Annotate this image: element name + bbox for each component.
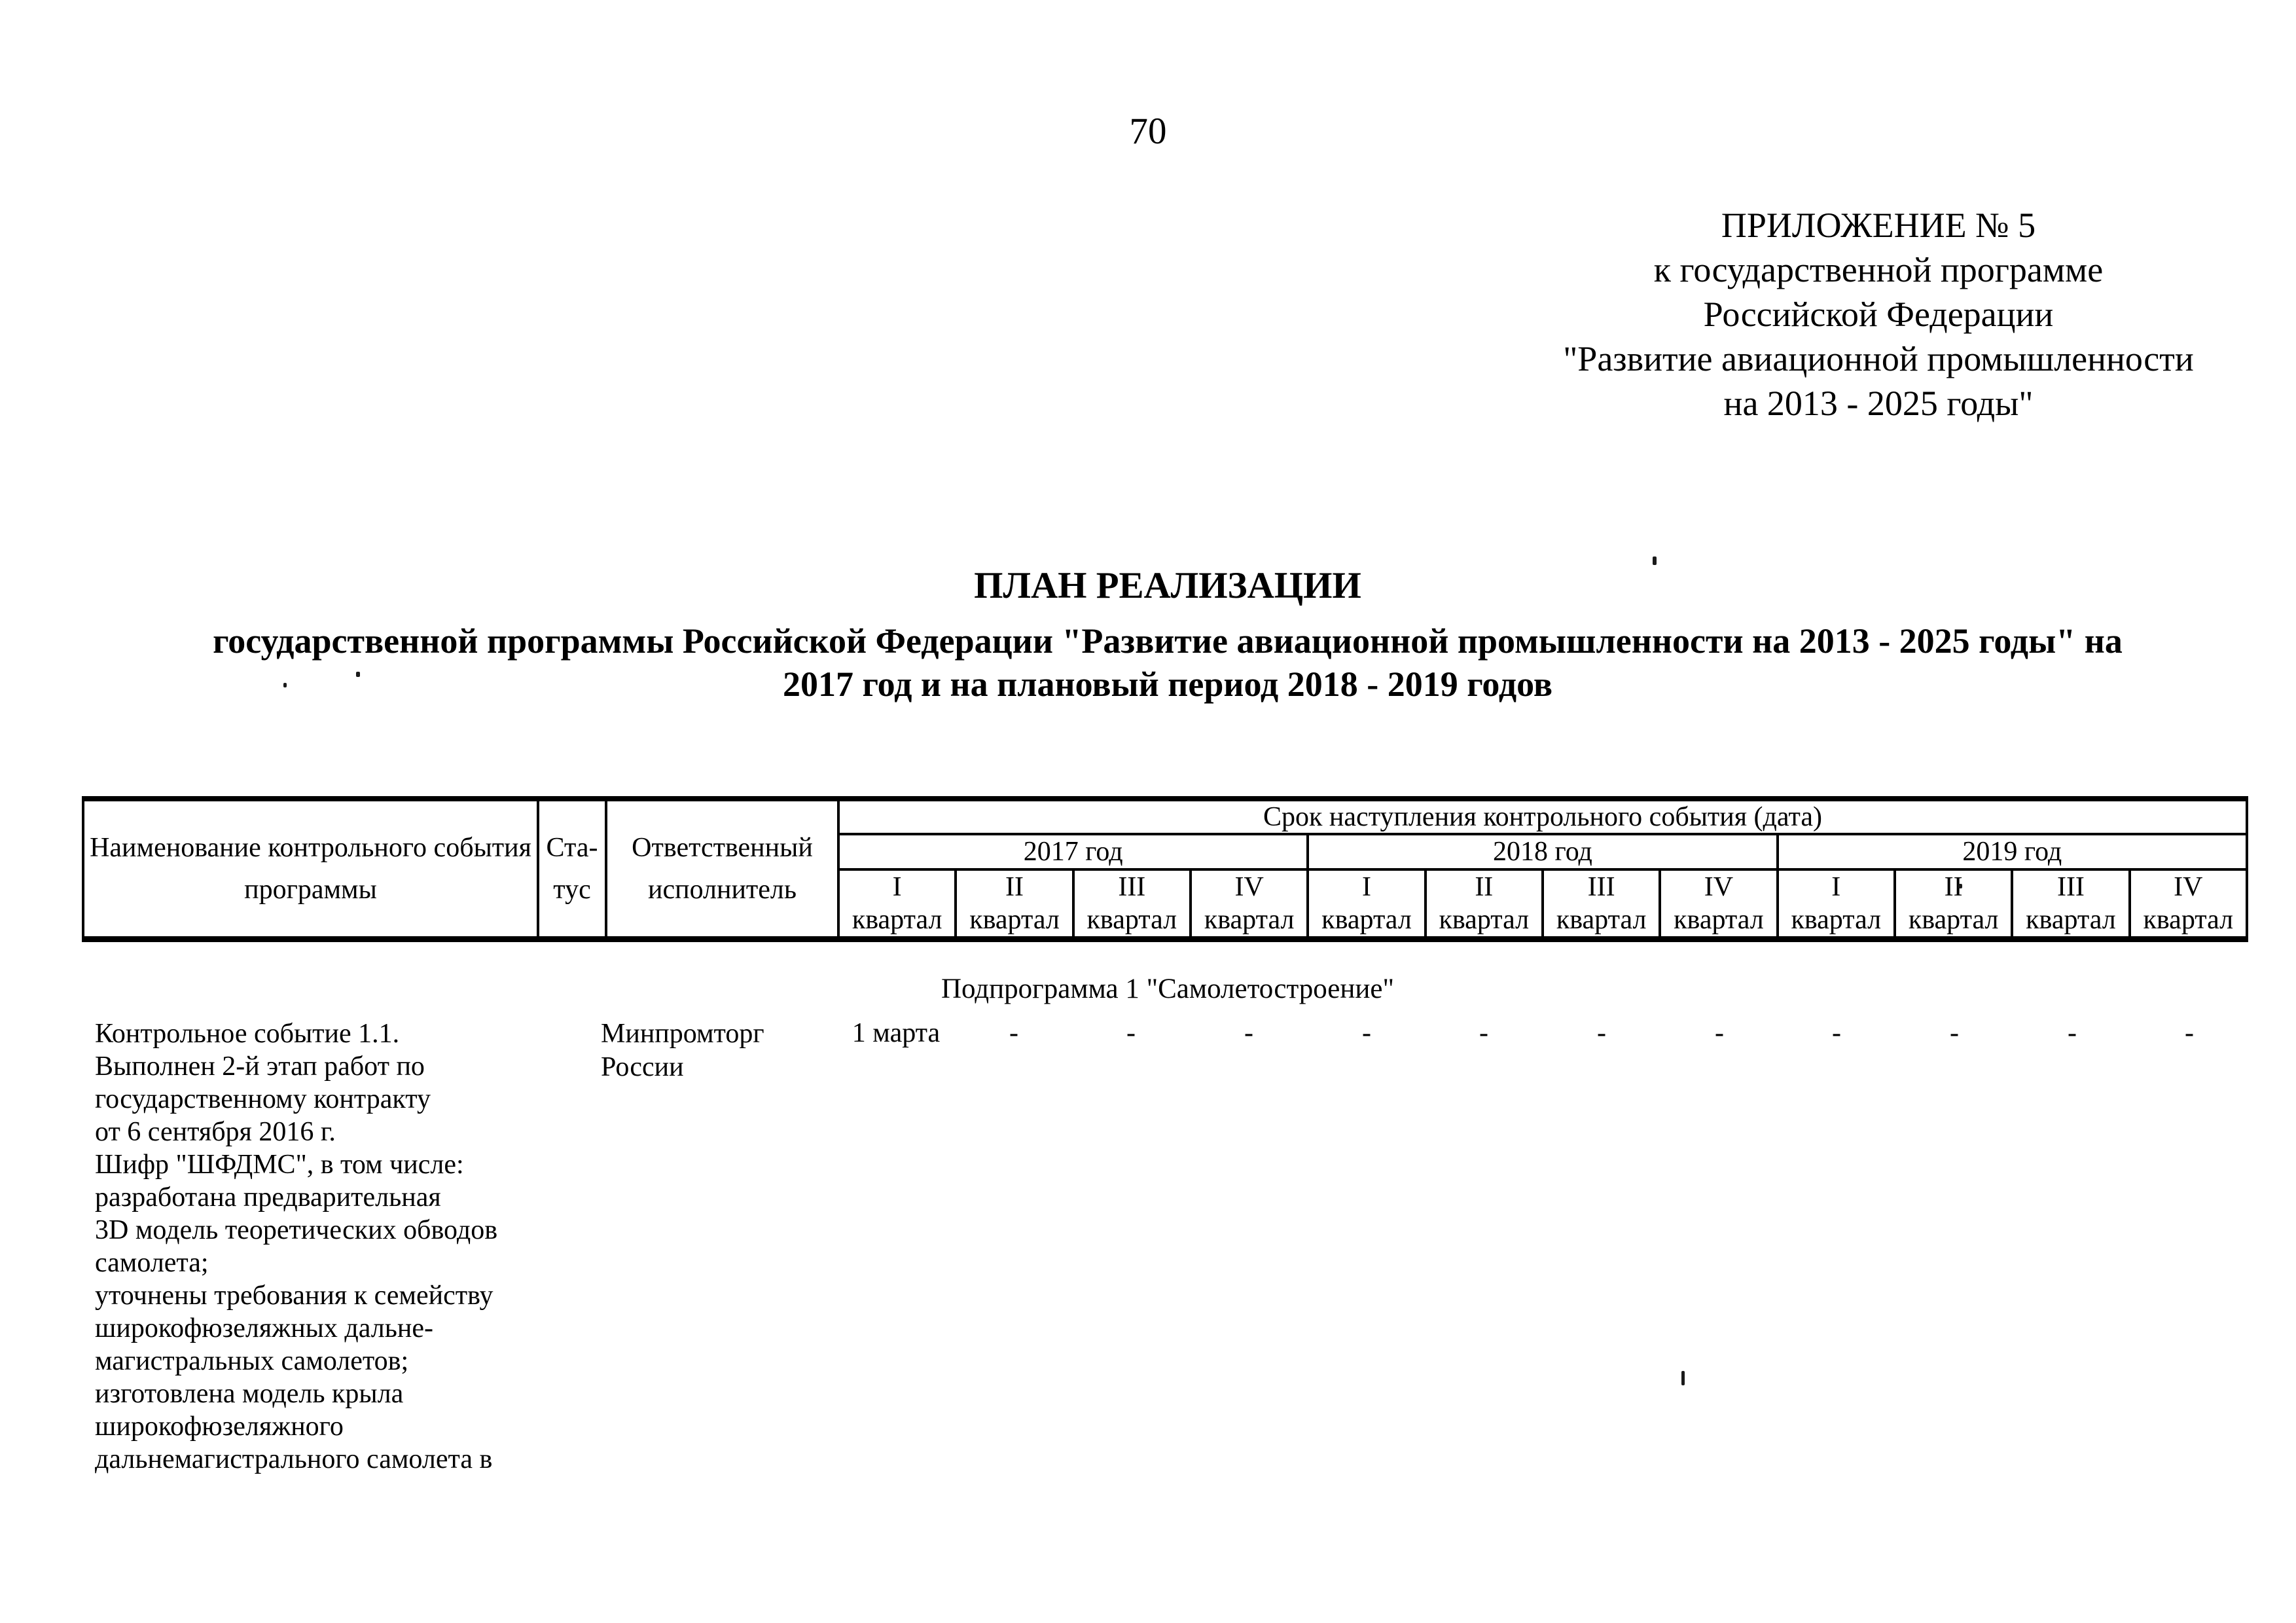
quarter-value-cell: - [1832,1018,1841,1048]
quarter-numeral: II [1475,872,1494,902]
quarter-numeral: III [2056,872,2085,902]
quarter-value-cell: - [1597,1018,1606,1048]
event-name-cell: Контрольное событие 1.1. Выполнен 2-й эт… [95,1019,498,1474]
quarter-header: II квартал [1424,868,1544,941]
scan-speck [283,683,287,687]
quarter-word: квартал [1674,905,1764,935]
quarter-header: II квартал [1893,868,2014,941]
quarter-word: квартал [1204,905,1295,935]
quarter-word: квартал [2143,905,2234,935]
scan-speck [1653,556,1657,565]
page-number: 70 [1129,111,1167,152]
quarter-numeral: III [1118,872,1146,902]
quarter-word: квартал [1556,905,1647,935]
quarter-header: IV квартал [1189,868,1310,941]
quarter-value-cell: - [1479,1018,1488,1048]
scan-speck [1958,884,1962,888]
year-header-2018: 2018 год [1306,833,1779,871]
column-header-deadline: Срок наступления контрольного события (д… [837,797,2248,835]
milestones-table: Наименование контрольного события програ… [82,796,2249,942]
year-header-2017: 2017 год [836,833,1310,871]
quarter-value-cell: - [1244,1018,1253,1048]
quarter-numeral: II [1005,872,1024,902]
quarter-numeral: I [1831,872,1841,902]
quarter-numeral: IV [1704,872,1734,902]
quarter-numeral: II [1944,872,1963,902]
quarter-value-cell: - [1126,1018,1136,1048]
quarter-value-cell: - [1950,1018,1959,1048]
column-header-status: Ста- тус [537,797,607,941]
year-header-2019: 2019 год [1776,833,2249,871]
quarter-numeral: IV [1234,872,1264,902]
scan-speck [356,672,360,677]
column-header-executor: Ответственный исполнитель [605,797,840,941]
quarter-header: IV квартал [2128,868,2249,941]
quarter-numeral: IV [2174,872,2203,902]
quarter-numeral: I [892,872,902,902]
quarter-value-cell: - [1362,1018,1371,1048]
quarter-value-cell: 1 марта [852,1018,941,1048]
quarter-word: квартал [852,905,942,935]
event-executor-cell: Минпромторг России [601,1019,764,1082]
quarter-word: квартал [1439,905,1530,935]
quarter-word: квартал [2026,905,2116,935]
quarter-header: III квартал [1071,868,1192,941]
quarter-numeral: III [1587,872,1615,902]
scan-speck [1681,1371,1685,1385]
quarter-value-cell: - [2185,1018,2194,1048]
quarter-word: квартал [969,905,1060,935]
quarter-value-cell: - [1715,1018,1724,1048]
quarter-word: квартал [1908,905,1999,935]
quarter-header: III квартал [2011,868,2131,941]
quarter-word: квартал [1321,905,1412,935]
appendix-header: ПРИЛОЖЕНИЕ № 5 к государственной програм… [1563,206,2194,423]
subprogram-section-title: Подпрограмма 1 "Самолетостроение" [941,974,1395,1004]
quarter-header: III квартал [1541,868,1662,941]
quarter-header: IV квартал [1659,868,1779,941]
quarter-numeral: I [1361,872,1371,902]
document-subtitle: государственной программы Российской Фед… [213,621,2123,704]
quarter-value-cell: - [2068,1018,2077,1048]
column-header-event-name: Наименование контрольного события програ… [82,797,539,941]
document-title: ПЛАН РЕАЛИЗАЦИИ [974,565,1361,606]
quarter-value-cell: - [1009,1018,1018,1048]
quarter-word: квартал [1086,905,1177,935]
quarter-header: II квартал [954,868,1075,941]
quarter-word: квартал [1791,905,1882,935]
